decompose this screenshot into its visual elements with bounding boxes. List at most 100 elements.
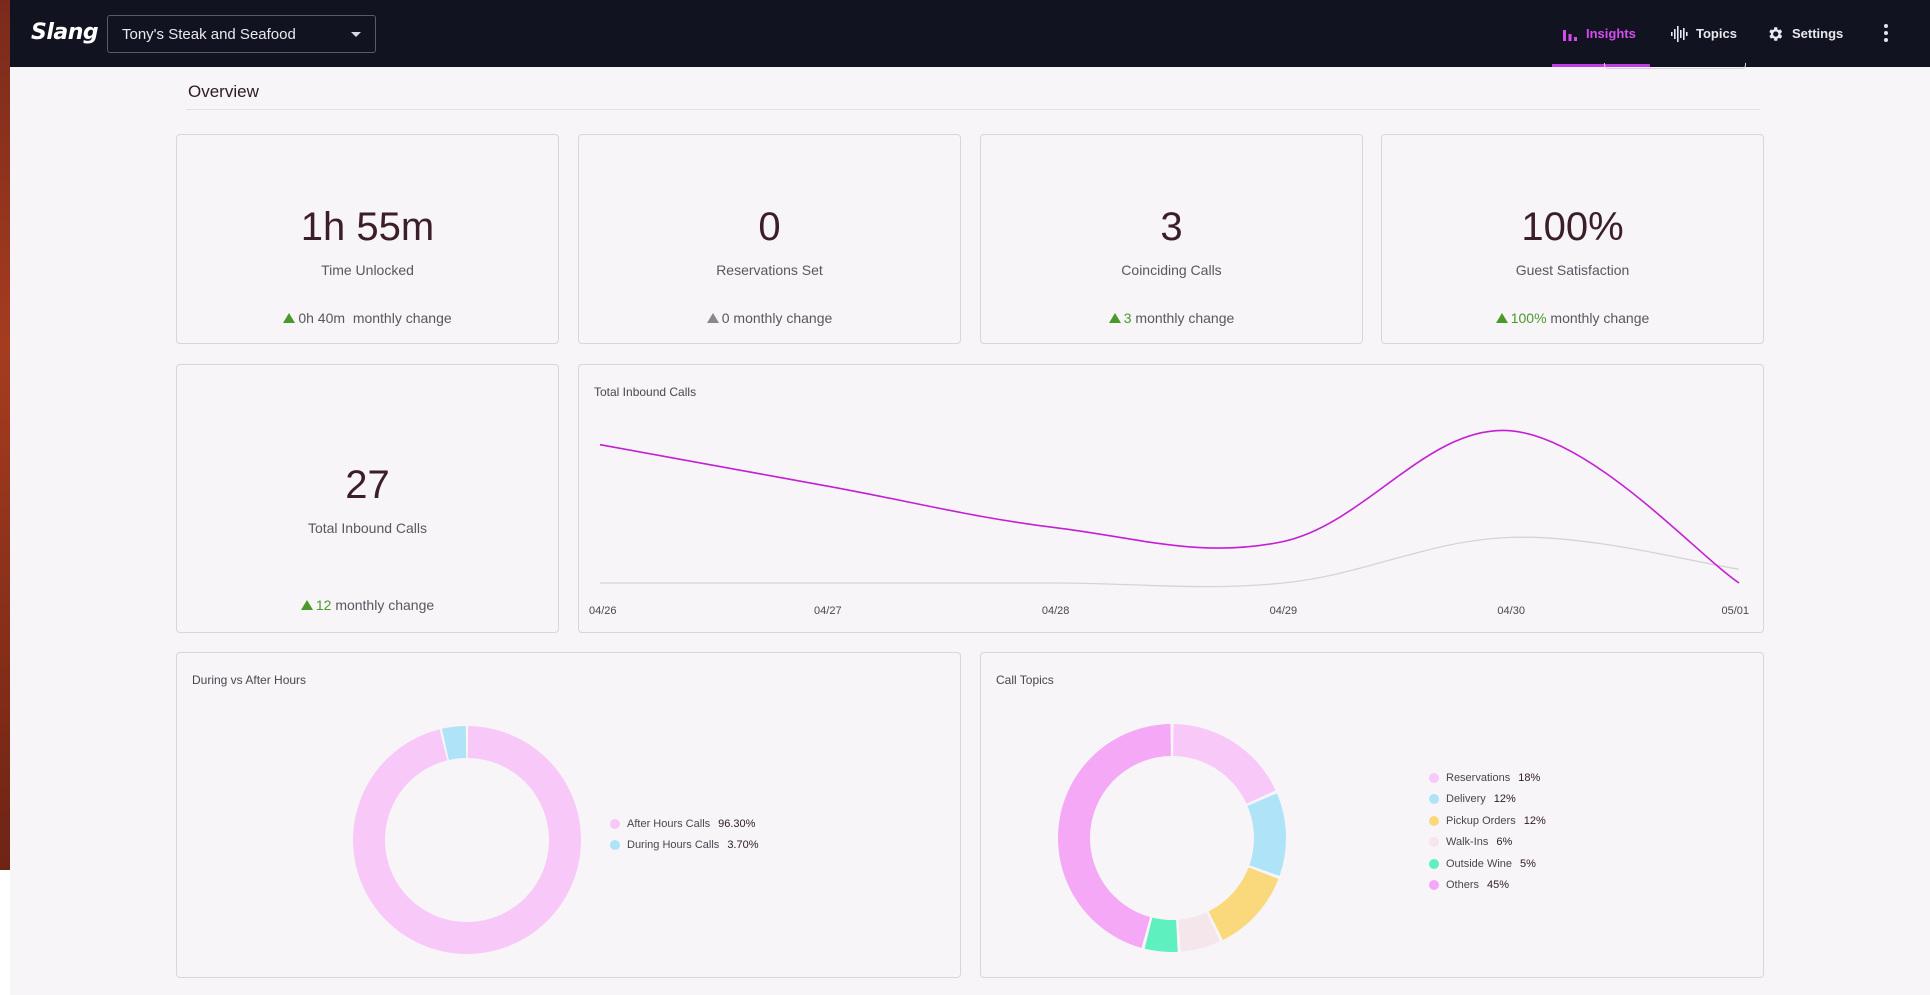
legend-swatch xyxy=(610,818,620,829)
divider xyxy=(186,109,1760,110)
trend-up-icon xyxy=(300,600,313,610)
tab-topics[interactable]: Topics xyxy=(1670,0,1737,67)
donut-chart-hours xyxy=(353,726,581,954)
kpi-value: 3 xyxy=(1160,205,1183,249)
legend-item[interactable]: After Hours Calls 96.30% xyxy=(610,813,759,835)
x-tick-label: 04/28 xyxy=(1042,605,1070,617)
legend-swatch xyxy=(1429,858,1439,869)
x-tick-label: 04/26 xyxy=(589,605,617,617)
slang-logo[interactable]: Slang xyxy=(31,20,99,45)
kpi-value: 0 xyxy=(758,205,781,249)
kpi-card-coinciding-calls: 3 Coinciding Calls 3 monthly change xyxy=(980,134,1363,344)
legend-label: Walk-Ins xyxy=(1446,836,1489,849)
kpi-change-value: 0h 40m xyxy=(298,310,346,326)
trend-up-icon xyxy=(1495,313,1508,323)
trend-up-icon xyxy=(1108,313,1121,323)
kpi-value: 27 xyxy=(345,463,390,507)
legend-label: After Hours Calls xyxy=(627,817,711,830)
legend-value: 45% xyxy=(1487,879,1510,892)
desktop-background-lower xyxy=(0,870,10,995)
legend-item[interactable]: Delivery 12% xyxy=(1429,789,1546,811)
kpi-change-suffix: monthly change xyxy=(1135,310,1235,326)
legend-value: 18% xyxy=(1518,771,1541,784)
trend-flat-icon xyxy=(706,313,719,323)
kpi-card-guest-satisfaction: 100% Guest Satisfaction 100% monthly cha… xyxy=(1381,134,1764,344)
total-inbound-calls-chart-card: Total Inbound Calls 04/26 04/27 04/28 04/29… xyxy=(578,364,1764,633)
x-tick-label: 04/29 xyxy=(1270,605,1298,617)
kpi-change-suffix: monthly change xyxy=(733,310,833,326)
chart-legend: After Hours Calls 96.30% During Hours Call… xyxy=(610,813,759,856)
legend-value: 12% xyxy=(1493,793,1516,806)
kpi-change-value: 100% xyxy=(1510,310,1547,326)
legend-label: Others xyxy=(1446,879,1480,892)
chart-title: Total Inbound Calls xyxy=(594,385,697,399)
line-series-1 xyxy=(599,429,1740,584)
more-options-icon[interactable] xyxy=(1884,24,1888,45)
x-tick-label: 04/30 xyxy=(1497,605,1525,617)
bar-chart-icon xyxy=(1563,29,1577,41)
donut-slice-reservations xyxy=(1173,724,1276,804)
donut-slice-outside-wine xyxy=(1144,917,1178,952)
page-title: Overview xyxy=(188,82,259,101)
legend-label: Delivery xyxy=(1446,793,1486,806)
legend-value: 12% xyxy=(1523,814,1546,827)
legend-item[interactable]: Others 45% xyxy=(1429,875,1546,897)
trend-up-icon xyxy=(283,313,296,323)
legend-swatch xyxy=(1429,772,1439,783)
donut-slice-others xyxy=(1058,724,1171,948)
donut-slice-walk-ins xyxy=(1178,912,1221,952)
kpi-label: Coinciding Calls xyxy=(1121,262,1222,278)
kpi-change-value: 3 xyxy=(1123,310,1132,326)
kpi-card-total-inbound-calls: 27 Total Inbound Calls 12 monthly change xyxy=(176,364,559,633)
legend-label: Reservations xyxy=(1446,771,1511,784)
chart-title: During vs After Hours xyxy=(192,673,307,687)
tab-settings[interactable]: Settings xyxy=(1766,0,1843,67)
line-chart: 04/26 04/27 04/28 04/29 04/30 05/01 xyxy=(589,429,1749,617)
kpi-label: Guest Satisfaction xyxy=(1515,262,1630,278)
legend-value: 5% xyxy=(1520,857,1536,870)
legend-item[interactable]: Pickup Orders 12% xyxy=(1429,810,1546,832)
legend-label: During Hours Calls xyxy=(627,839,720,852)
restaurant-select[interactable]: Tony's Steak and Seafood xyxy=(107,15,376,53)
hidden-control[interactable] xyxy=(1604,63,1746,69)
kpi-label: Time Unlocked xyxy=(321,262,414,278)
chart-title: Call Topics xyxy=(996,673,1054,687)
kpi-change-suffix: monthly change xyxy=(1550,310,1650,326)
kpi-change-value: 0 xyxy=(721,310,730,326)
desktop-background xyxy=(0,0,10,870)
line-series-2 xyxy=(600,536,1740,588)
call-topics-card: Call Topics Reservations 18% Delivery 12% Pi… xyxy=(980,652,1764,978)
donut-slice-delivery xyxy=(1247,793,1286,876)
restaurant-select-value: Tony's Steak and Seafood xyxy=(122,25,296,43)
legend-swatch xyxy=(1429,794,1439,805)
legend-label: Pickup Orders xyxy=(1446,814,1516,827)
legend-value: 96.30% xyxy=(718,817,756,830)
kpi-label: Reservations Set xyxy=(716,262,823,278)
legend-value: 3.70% xyxy=(727,839,759,852)
donut-chart-topics xyxy=(1058,724,1286,952)
kpi-card-time-unlocked: 1h 55m Time Unlocked 0h 40m monthly chan… xyxy=(176,134,559,344)
gear-icon xyxy=(1769,26,1783,41)
kpi-card-reservations-set: 0 Reservations Set 0 monthly change xyxy=(578,134,961,344)
legend-swatch xyxy=(1429,815,1439,826)
legend-label: Outside Wine xyxy=(1446,857,1513,870)
kpi-change-suffix: monthly change xyxy=(335,597,435,613)
kpi-change-value: 12 xyxy=(315,597,332,613)
tab-insights[interactable]: Insights xyxy=(1552,0,1650,67)
kpi-change-suffix: monthly change xyxy=(352,310,452,326)
kpi-change: 0 monthly change xyxy=(579,310,960,326)
legend-item[interactable]: Reservations 18% xyxy=(1429,767,1546,789)
donut-slice-pickup-orders xyxy=(1208,867,1279,941)
chevron-down-icon xyxy=(351,32,361,37)
during-vs-after-hours-card: During vs After Hours After Hours Calls 9… xyxy=(176,652,961,978)
kpi-change: 0h 40m monthly change xyxy=(177,310,558,326)
legend-item[interactable]: During Hours Calls 3.70% xyxy=(610,835,759,857)
kpi-change: 12 monthly change xyxy=(177,597,558,613)
chart-legend: Reservations 18% Delivery 12% Pickup Orders 1… xyxy=(1429,767,1546,896)
kpi-change: 3 monthly change xyxy=(981,310,1362,326)
tab-insights-label: Insights xyxy=(1586,26,1636,41)
legend-item[interactable]: Outside Wine 5% xyxy=(1429,853,1546,875)
legend-swatch xyxy=(1429,880,1439,891)
legend-item[interactable]: Walk-Ins 6% xyxy=(1429,832,1546,854)
legend-value: 6% xyxy=(1496,836,1513,849)
